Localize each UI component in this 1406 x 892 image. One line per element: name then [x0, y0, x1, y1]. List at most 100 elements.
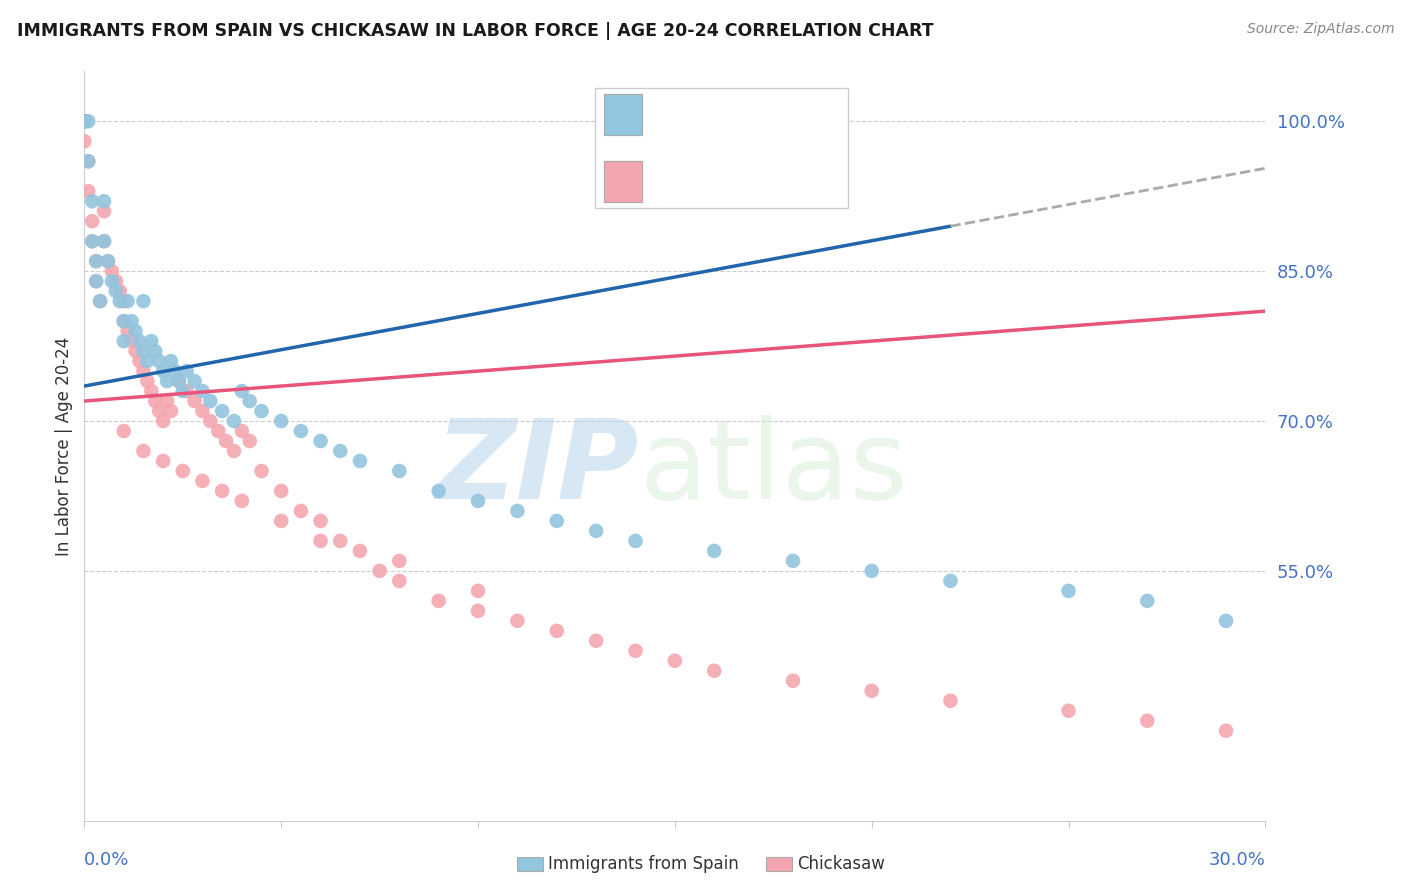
- Text: 62: 62: [823, 105, 849, 124]
- Point: [191, 474, 214, 488]
- Text: Immigrants from Spain: Immigrants from Spain: [548, 855, 740, 873]
- Point: [97, 254, 120, 268]
- Point: [624, 533, 647, 548]
- Point: [231, 384, 253, 398]
- Point: [73, 114, 96, 128]
- Bar: [595, 87, 848, 209]
- Point: [207, 424, 229, 438]
- Point: [290, 504, 312, 518]
- Point: [82, 194, 104, 209]
- Point: [101, 264, 124, 278]
- Point: [112, 294, 135, 309]
- Point: [152, 364, 174, 378]
- Point: [104, 284, 127, 298]
- Point: [97, 254, 120, 268]
- Point: [156, 374, 179, 388]
- Point: [112, 314, 135, 328]
- Point: [121, 334, 143, 348]
- Point: [176, 364, 198, 378]
- Point: [703, 544, 725, 558]
- Point: [176, 384, 198, 398]
- Point: [167, 374, 190, 388]
- Point: [160, 404, 183, 418]
- Text: 30.0%: 30.0%: [1209, 851, 1265, 869]
- Point: [467, 494, 489, 508]
- Point: [108, 284, 131, 298]
- Point: [104, 274, 127, 288]
- Point: [167, 374, 190, 388]
- Point: [136, 374, 159, 388]
- Point: [860, 564, 883, 578]
- Point: [270, 483, 292, 498]
- Point: [143, 394, 166, 409]
- Point: [349, 544, 371, 558]
- Point: [388, 464, 411, 478]
- Point: [191, 384, 214, 398]
- Point: [231, 424, 253, 438]
- Point: [1215, 614, 1237, 628]
- Point: [77, 154, 100, 169]
- Point: [73, 114, 96, 128]
- Y-axis label: In Labor Force | Age 20-24: In Labor Force | Age 20-24: [55, 336, 73, 556]
- Point: [546, 624, 568, 638]
- Text: R =: R =: [657, 172, 699, 192]
- Point: [77, 154, 100, 169]
- Point: [183, 394, 205, 409]
- Text: Chickasaw: Chickasaw: [797, 855, 886, 873]
- Point: [349, 454, 371, 468]
- Point: [132, 444, 155, 458]
- Point: [84, 254, 107, 268]
- Point: [77, 184, 100, 198]
- Point: [172, 464, 194, 478]
- Point: [73, 114, 96, 128]
- Point: [124, 344, 146, 359]
- Point: [270, 514, 292, 528]
- Point: [624, 644, 647, 658]
- Bar: [605, 161, 641, 202]
- Point: [782, 554, 804, 568]
- Point: [172, 384, 194, 398]
- Point: [84, 274, 107, 288]
- Point: [270, 414, 292, 428]
- Point: [93, 234, 115, 248]
- Point: [89, 294, 111, 309]
- Point: [132, 344, 155, 359]
- Point: [1057, 583, 1080, 598]
- Point: [239, 434, 262, 448]
- Point: [112, 334, 135, 348]
- Point: [93, 234, 115, 248]
- Point: [664, 654, 686, 668]
- Point: [82, 234, 104, 248]
- Point: [156, 394, 179, 409]
- Text: 73: 73: [823, 172, 849, 192]
- Point: [506, 504, 529, 518]
- Point: [101, 274, 124, 288]
- Text: atlas: atlas: [640, 415, 908, 522]
- Point: [152, 414, 174, 428]
- Point: [121, 314, 143, 328]
- Point: [200, 394, 222, 409]
- Point: [222, 414, 245, 428]
- Point: [250, 464, 273, 478]
- Point: [1136, 594, 1159, 608]
- Point: [93, 204, 115, 219]
- Point: [309, 514, 332, 528]
- Point: [148, 404, 170, 418]
- Text: ZIP: ZIP: [436, 415, 640, 522]
- Point: [89, 294, 111, 309]
- Point: [141, 384, 163, 398]
- Point: [585, 633, 607, 648]
- Point: [860, 683, 883, 698]
- Point: [222, 444, 245, 458]
- Point: [211, 404, 233, 418]
- Point: [939, 574, 962, 588]
- Point: [73, 134, 96, 148]
- Point: [427, 594, 450, 608]
- Point: [141, 334, 163, 348]
- Text: 0.144: 0.144: [700, 105, 762, 124]
- Point: [309, 533, 332, 548]
- Point: [84, 274, 107, 288]
- Point: [231, 494, 253, 508]
- Point: [93, 194, 115, 209]
- Point: [117, 294, 139, 309]
